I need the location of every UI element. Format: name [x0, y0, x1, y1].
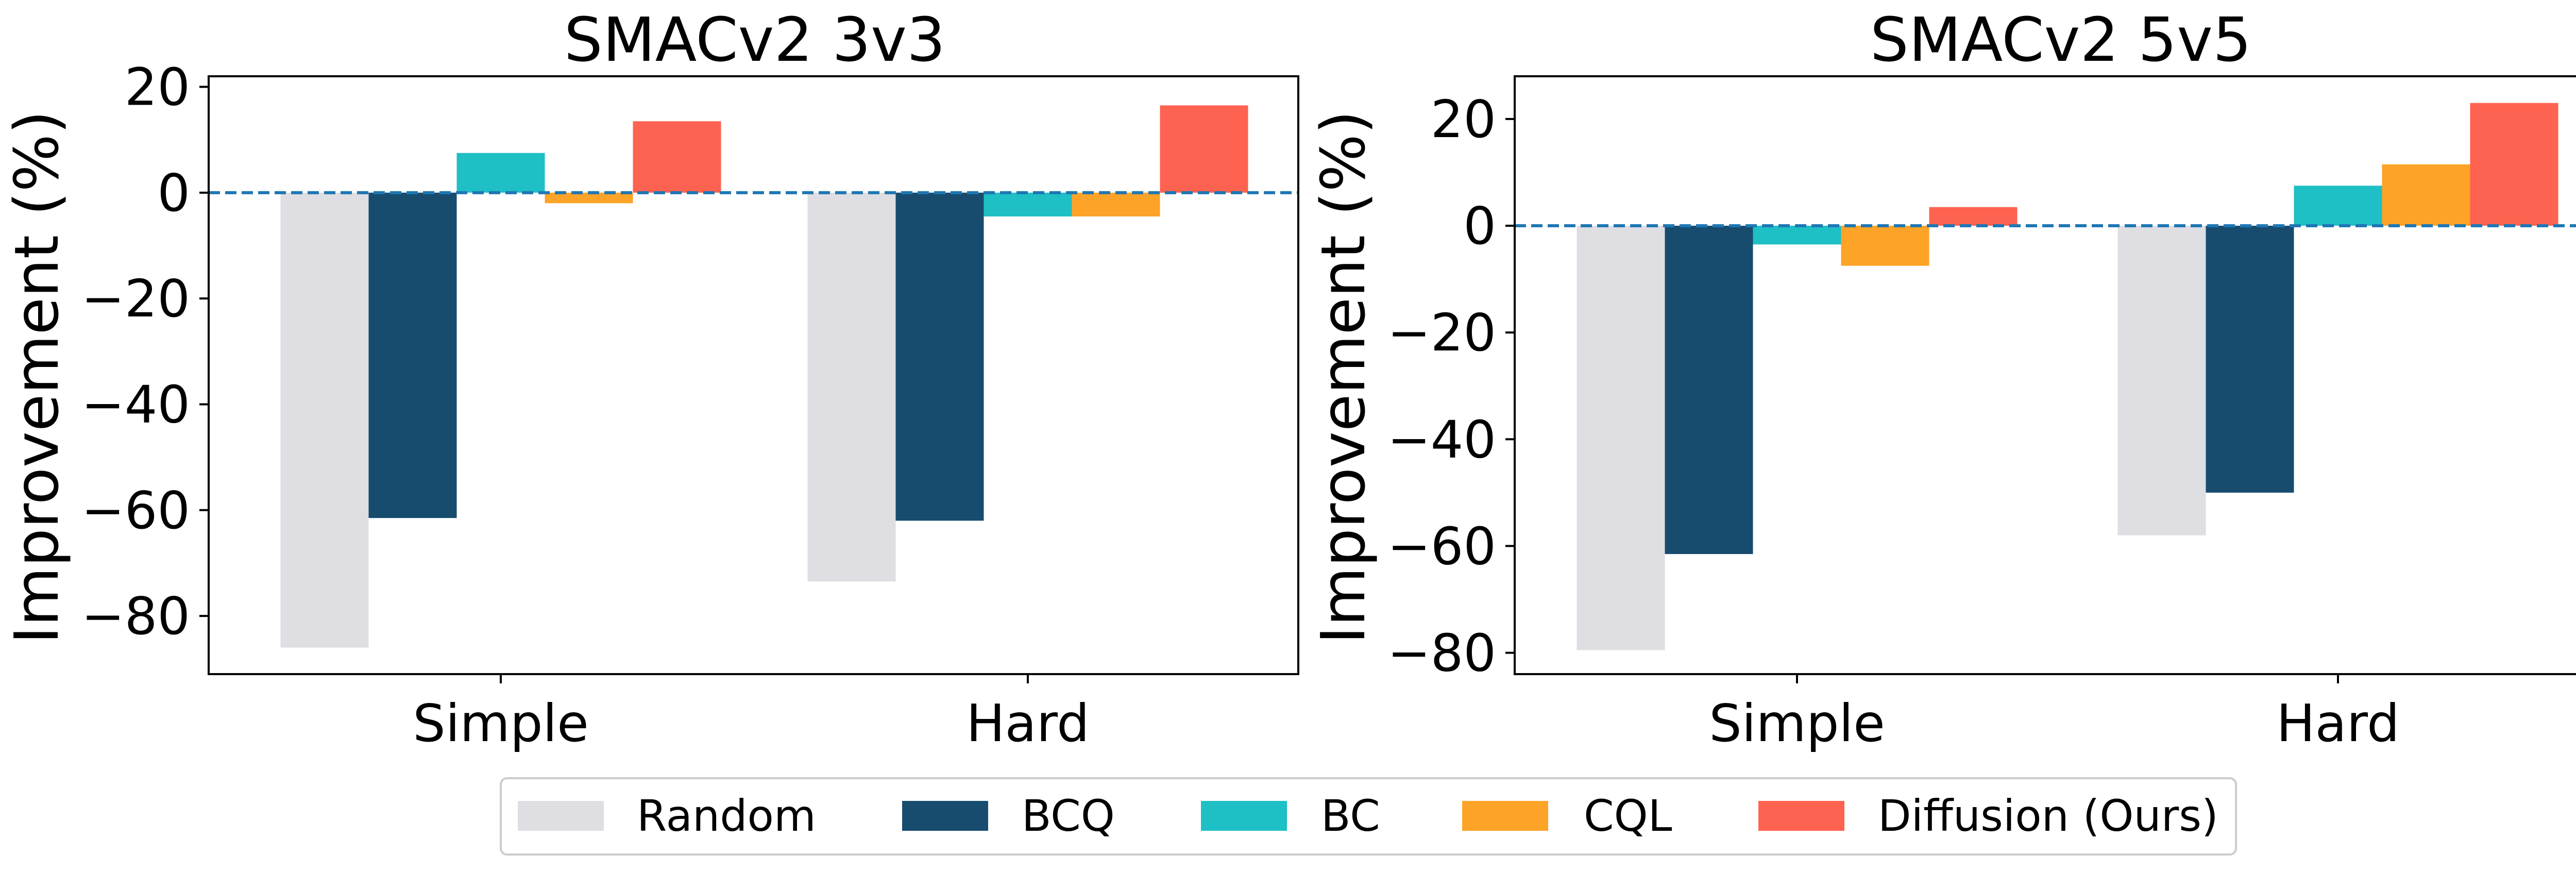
y-tick-label: 0: [1463, 196, 1496, 256]
y-tick-label: −40: [81, 374, 190, 434]
bar-cql-hard: [2382, 164, 2470, 226]
legend-item-cql: CQL: [1462, 791, 1672, 841]
bar-random-simple: [1577, 226, 1665, 650]
y-axis-label: Improvement (%): [1308, 110, 1379, 644]
legend-label: CQL: [1584, 791, 1672, 841]
legend-label: BC: [1321, 791, 1380, 841]
bar-bcq-simple: [1665, 226, 1753, 554]
bar-bc-hard: [2294, 186, 2382, 226]
y-tick-label: −20: [81, 269, 190, 329]
bar-diffusion-ours-hard: [2470, 103, 2558, 226]
bar-cql-simple: [1841, 226, 1929, 266]
legend-label: Random: [637, 791, 816, 841]
x-tick-label: Hard: [966, 693, 1089, 753]
y-tick-label: −80: [81, 586, 190, 646]
bar-random-hard: [2117, 226, 2206, 535]
x-ticks: Simple Hard: [1709, 674, 2400, 753]
plot-frame: [208, 75, 1299, 675]
legend-item-bc: BC: [1201, 791, 1380, 841]
y-tick-label: 0: [157, 163, 190, 223]
legend-swatch: [1201, 801, 1287, 831]
legend-swatch: [1462, 801, 1548, 831]
legend: Random BCQ BC CQL Diffusion (Ours): [500, 777, 2237, 856]
bar-cql-hard: [1072, 192, 1160, 216]
legend-swatch: [902, 801, 988, 831]
y-tick-label: 20: [1431, 89, 1496, 149]
legend-label: BCQ: [1022, 791, 1115, 841]
legend-box: [500, 777, 2237, 856]
bar-marks: [1577, 103, 2558, 650]
y-tick-label: −40: [1387, 409, 1496, 470]
bar-bcq-hard: [895, 192, 984, 521]
bar-bc-hard: [984, 192, 1072, 216]
legend-item-random: Random: [518, 791, 816, 841]
y-ticks: 20 0 −20 −40 −60 −80: [1387, 89, 1515, 683]
y-tick-label: −20: [1387, 303, 1496, 363]
x-tick-label: Simple: [413, 693, 588, 753]
x-tick-label: Hard: [2276, 693, 2399, 753]
bar-diffusion-ours-simple: [633, 121, 721, 193]
y-tick-label: 20: [125, 57, 190, 118]
y-ticks: 20 0 −20 −40 −60 −80: [81, 57, 209, 646]
bar-bc-simple: [456, 153, 545, 193]
bar-bc-simple: [1753, 226, 1841, 245]
chart-title: SMACv2 5v5: [1870, 4, 2251, 75]
bar-diffusion-ours-simple: [1929, 207, 2018, 226]
legend-item-bcq: BCQ: [902, 791, 1115, 841]
chart-panel-3v3: SMACv2 3v3 Improvement (%) 20 0 −20 −40 −60 −…: [1, 4, 1299, 753]
bar-bcq-simple: [368, 192, 457, 518]
x-tick-label: Simple: [1709, 693, 1885, 753]
bar-random-hard: [807, 192, 896, 582]
legend-swatch: [1758, 801, 1844, 831]
chart-title: SMACv2 3v3: [564, 4, 945, 75]
bar-random-simple: [280, 192, 369, 648]
bar-diffusion-ours-hard: [1160, 105, 1248, 193]
legend-swatch: [518, 801, 604, 831]
x-ticks: Simple Hard: [413, 674, 1090, 753]
legend-label: Diffusion (Ours): [1878, 791, 2218, 841]
legend-item-diffusion: Diffusion (Ours): [1758, 791, 2218, 841]
y-tick-label: −60: [1387, 516, 1496, 576]
chart-panel-5v5: SMACv2 5v5 Improvement (%) 20 0 −20 −40 −60 −…: [1308, 4, 2576, 753]
bar-bcq-hard: [2206, 226, 2294, 493]
y-tick-label: −60: [81, 480, 190, 541]
y-axis-label: Improvement (%): [1, 110, 72, 644]
bar-marks: [280, 105, 1248, 648]
plot-frame: [1514, 75, 2576, 675]
bar-cql-simple: [545, 192, 633, 204]
y-tick-label: −80: [1387, 623, 1496, 683]
